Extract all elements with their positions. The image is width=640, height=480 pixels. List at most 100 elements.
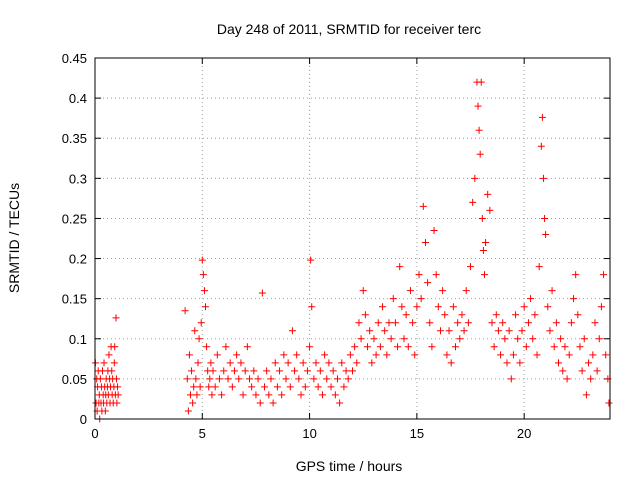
data-point bbox=[539, 174, 547, 182]
data-point bbox=[447, 359, 455, 367]
data-point bbox=[514, 335, 522, 343]
data-point bbox=[198, 256, 206, 264]
data-point bbox=[273, 383, 281, 391]
data-point bbox=[527, 295, 535, 303]
plot-frame bbox=[94, 57, 611, 420]
data-point bbox=[602, 351, 610, 359]
data-point bbox=[529, 335, 537, 343]
data-point bbox=[381, 327, 389, 335]
data-point bbox=[518, 327, 526, 335]
data-point bbox=[364, 343, 372, 351]
data-point bbox=[114, 383, 122, 391]
data-point bbox=[505, 327, 513, 335]
data-point bbox=[280, 351, 288, 359]
y-tick-label: 0.2 bbox=[69, 252, 87, 267]
data-point bbox=[342, 367, 350, 375]
data-point bbox=[199, 271, 207, 279]
data-point bbox=[559, 367, 567, 375]
data-point bbox=[533, 351, 541, 359]
data-point bbox=[316, 367, 324, 375]
data-point bbox=[415, 271, 423, 279]
data-point bbox=[409, 319, 417, 327]
data-point bbox=[383, 351, 391, 359]
data-point bbox=[570, 295, 578, 303]
data-point bbox=[252, 391, 260, 399]
data-point bbox=[439, 287, 447, 295]
data-point bbox=[544, 303, 552, 311]
data-point bbox=[206, 375, 214, 383]
data-point bbox=[111, 343, 119, 351]
data-point bbox=[359, 287, 367, 295]
data-point bbox=[220, 367, 228, 375]
data-point bbox=[215, 375, 223, 383]
data-point bbox=[413, 303, 421, 311]
data-point bbox=[209, 367, 217, 375]
data-point bbox=[191, 327, 199, 335]
data-point bbox=[269, 399, 277, 407]
data-point bbox=[186, 391, 194, 399]
data-point bbox=[582, 391, 590, 399]
y-tick-label: 0.05 bbox=[62, 372, 87, 387]
data-point bbox=[419, 202, 427, 210]
data-point bbox=[197, 319, 205, 327]
data-point bbox=[218, 391, 226, 399]
data-point bbox=[312, 359, 320, 367]
data-point bbox=[184, 407, 192, 415]
data-point bbox=[338, 359, 346, 367]
data-point bbox=[353, 359, 361, 367]
x-tick-label: 10 bbox=[302, 426, 316, 441]
data-point bbox=[479, 247, 487, 255]
data-point bbox=[306, 343, 314, 351]
data-point bbox=[333, 375, 341, 383]
data-point bbox=[428, 343, 436, 351]
data-point bbox=[340, 383, 348, 391]
data-point bbox=[478, 214, 486, 222]
data-point bbox=[550, 343, 558, 351]
data-point bbox=[190, 383, 198, 391]
data-point bbox=[207, 359, 215, 367]
data-point bbox=[196, 383, 204, 391]
y-tick-label: 0.35 bbox=[62, 131, 87, 146]
data-point bbox=[110, 359, 118, 367]
x-tick-label: 0 bbox=[91, 426, 98, 441]
data-point bbox=[357, 335, 365, 343]
y-tick-label: 0 bbox=[80, 412, 87, 427]
data-point bbox=[454, 319, 462, 327]
data-point bbox=[426, 319, 434, 327]
x-axis-label: GPS time / hours bbox=[296, 458, 403, 474]
data-point bbox=[430, 226, 438, 234]
x-tick-label: 5 bbox=[199, 426, 206, 441]
y-tick-label: 0.45 bbox=[62, 51, 87, 66]
data-point bbox=[310, 375, 318, 383]
data-point bbox=[208, 391, 216, 399]
data-point bbox=[531, 311, 539, 319]
data-point bbox=[228, 383, 236, 391]
data-point bbox=[400, 335, 408, 343]
data-point bbox=[589, 351, 597, 359]
data-point bbox=[520, 303, 528, 311]
data-point bbox=[100, 359, 108, 367]
data-point bbox=[325, 359, 333, 367]
data-point bbox=[248, 383, 256, 391]
data-point bbox=[308, 303, 316, 311]
x-tick-labels: 0 5 10 15 20 bbox=[91, 426, 531, 441]
data-point bbox=[436, 327, 444, 335]
data-points bbox=[91, 78, 613, 423]
data-point bbox=[501, 335, 509, 343]
data-point bbox=[261, 383, 269, 391]
data-point bbox=[443, 351, 451, 359]
data-point bbox=[458, 311, 466, 319]
grid-lines bbox=[95, 58, 610, 419]
data-point bbox=[385, 319, 393, 327]
data-point bbox=[346, 351, 354, 359]
data-point bbox=[205, 383, 213, 391]
data-point bbox=[394, 343, 402, 351]
data-point bbox=[456, 335, 464, 343]
data-point bbox=[203, 343, 211, 351]
data-point bbox=[195, 335, 203, 343]
data-point bbox=[567, 319, 575, 327]
data-point bbox=[366, 327, 374, 335]
data-point bbox=[484, 190, 492, 198]
data-point bbox=[351, 343, 359, 351]
data-point bbox=[488, 319, 496, 327]
